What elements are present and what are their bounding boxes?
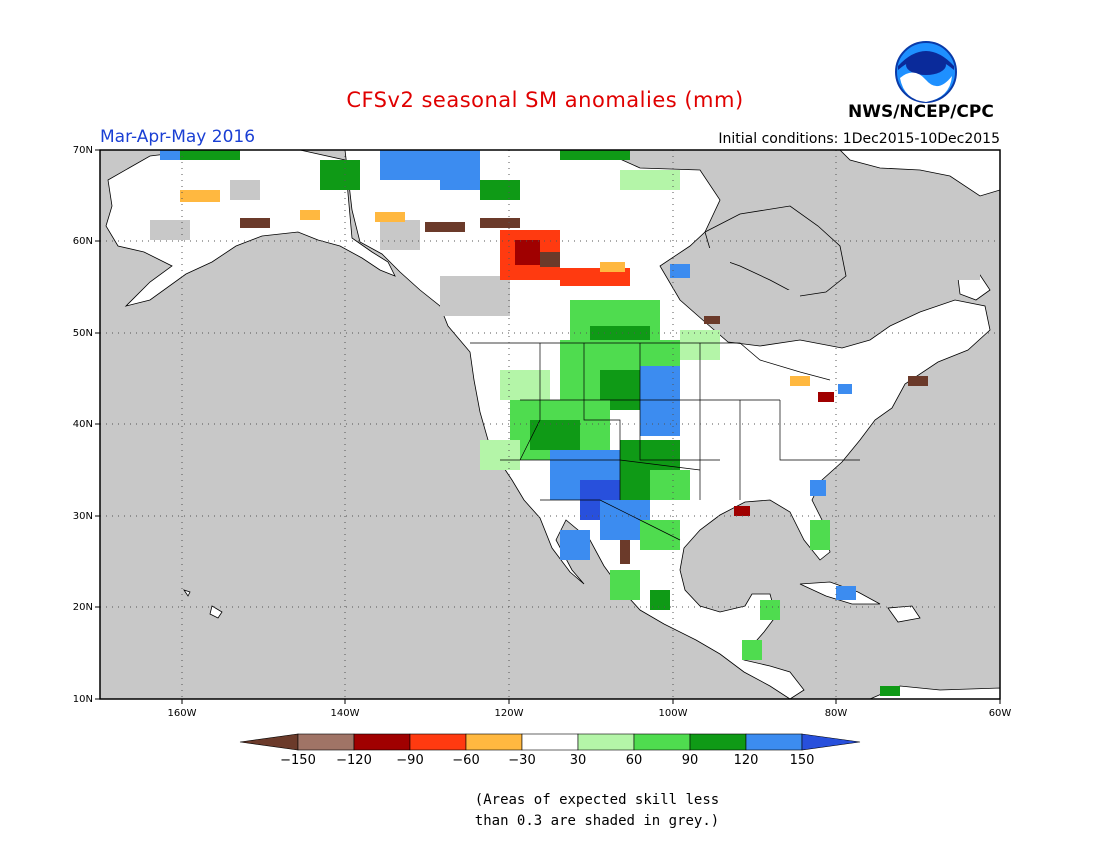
colorbar-swatch: [577, 733, 635, 751]
map-graticule: [100, 150, 1000, 699]
colorbar-swatch: [409, 733, 467, 751]
colorbar-tick-label: 90: [682, 753, 699, 768]
colorbar-tick-label: 120: [734, 753, 759, 768]
lon-labels: 160W 140W 120W 100W 80W 60W: [168, 708, 1012, 719]
noaa-logo-icon: [895, 41, 957, 103]
colorbar-swatch: [745, 733, 803, 751]
initial-conditions: Initial conditions: 1Dec2015-10Dec2015: [718, 131, 1000, 147]
lon-label: 60W: [989, 708, 1012, 719]
colorbar-labels: −150 −120 −90 −60 −30 30 60 90 120 150: [280, 753, 814, 768]
colorbar-tick-label: −150: [280, 753, 316, 768]
agency-label: NWS/NCEP/CPC: [848, 102, 994, 122]
lon-label: 140W: [331, 708, 360, 719]
colorbar-swatch: [239, 733, 299, 751]
low-skill-shading: [150, 180, 980, 316]
lat-label: 50N: [73, 328, 93, 339]
colorbar-swatch: [353, 733, 411, 751]
colorbar-tick-label: −30: [508, 753, 535, 768]
land-layer: [105, 149, 1001, 700]
lat-label: 70N: [73, 145, 93, 156]
political-borders: [470, 342, 860, 541]
lat-label: 60N: [73, 236, 93, 247]
lat-label: 20N: [73, 602, 93, 613]
colorbar-tick-label: −120: [336, 753, 372, 768]
lon-ticks: [181, 699, 1001, 704]
lat-label: 30N: [73, 511, 93, 522]
anomaly-patches: [160, 150, 928, 696]
lat-ticks: [95, 149, 100, 700]
colorbar: [239, 733, 861, 751]
lat-label: 10N: [73, 694, 93, 705]
colorbar-swatch: [633, 733, 691, 751]
forecast-period: Mar-Apr-May 2016: [100, 127, 256, 147]
lat-labels: 70N 60N 50N 40N 30N 20N 10N: [73, 145, 93, 705]
colorbar-swatch: [689, 733, 747, 751]
colorbar-swatch: [801, 733, 861, 751]
colorbar-swatch: [465, 733, 523, 751]
colorbar-swatch: [297, 733, 355, 751]
colorbar-tick-label: 60: [626, 753, 643, 768]
lat-label: 40N: [73, 419, 93, 430]
lon-label: 120W: [495, 708, 524, 719]
map-frame: [100, 150, 1000, 699]
colorbar-tick-label: −90: [396, 753, 423, 768]
chart-title: CFSv2 seasonal SM anomalies (mm): [346, 88, 744, 112]
footnote-line: (Areas of expected skill less: [474, 792, 720, 808]
footnote-line: than 0.3 are shaded in grey.): [474, 813, 720, 829]
colorbar-swatch: [521, 733, 579, 751]
lon-label: 80W: [825, 708, 848, 719]
colorbar-tick-label: 150: [790, 753, 815, 768]
skill-footnote: (Areas of expected skill less than 0.3 a…: [462, 790, 732, 832]
colorbar-tick-label: −60: [452, 753, 479, 768]
lon-label: 100W: [659, 708, 688, 719]
lon-label: 160W: [168, 708, 197, 719]
colorbar-tick-label: 30: [570, 753, 587, 768]
